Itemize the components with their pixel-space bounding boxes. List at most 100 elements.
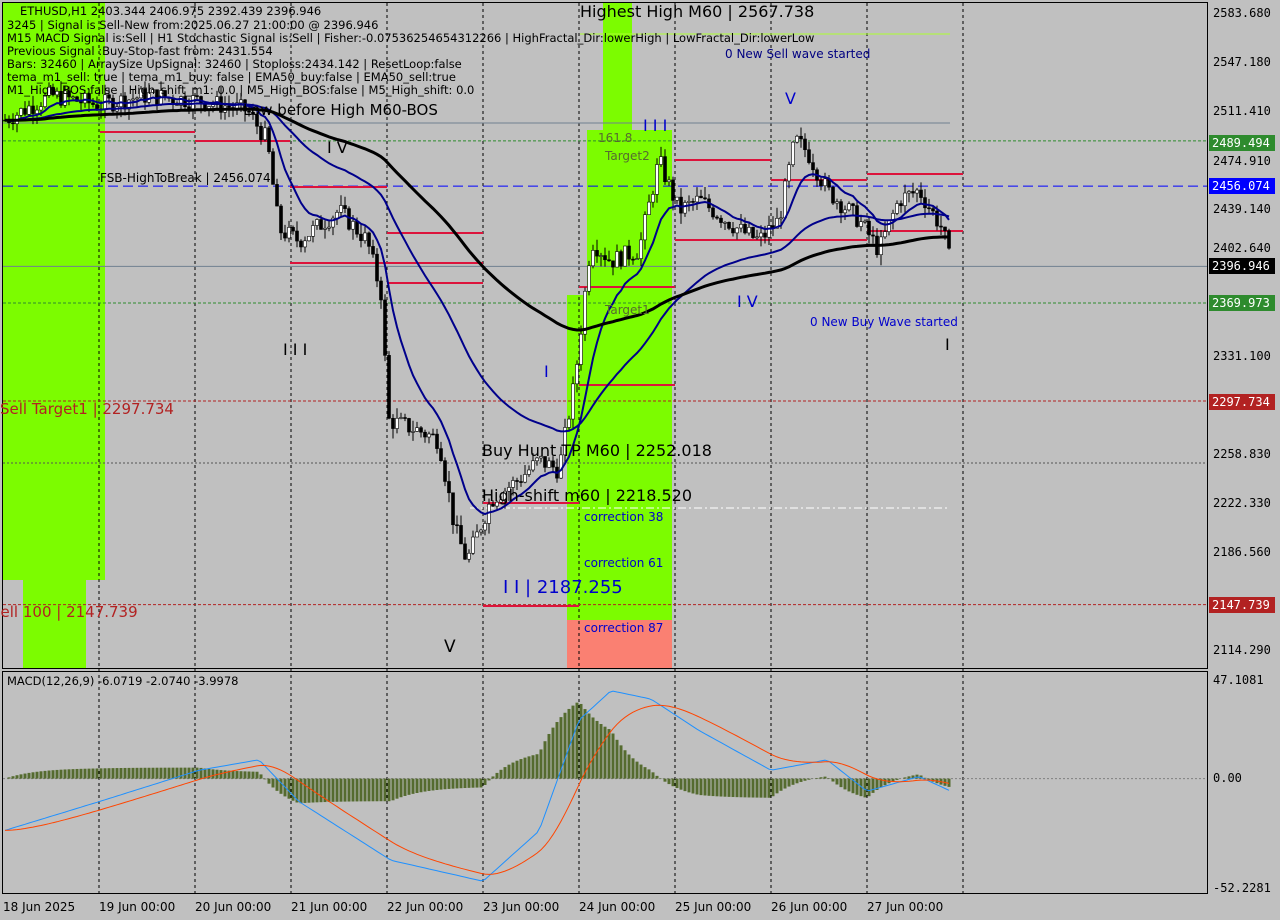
wave-label: I I I — [283, 340, 308, 359]
wave-ii-label: I I | 2187.255 — [503, 577, 623, 598]
candle-body — [927, 207, 931, 210]
candle-body — [755, 236, 759, 239]
candle-body — [411, 431, 415, 433]
macd-histogram-bar — [163, 767, 167, 779]
macd-histogram-bar — [47, 770, 51, 779]
macd-histogram-bar — [735, 778, 739, 798]
macd-histogram-bar — [23, 773, 27, 779]
macd-histogram-bar — [7, 777, 11, 779]
price-tick: 2547.180 — [1213, 55, 1271, 69]
macd-histogram-bar — [179, 767, 183, 779]
macd-histogram-bar — [95, 768, 99, 779]
target1-label: Target1 — [605, 303, 650, 317]
macd-histogram-bar — [115, 768, 119, 779]
macd-histogram-bar — [799, 778, 803, 782]
candle-body — [639, 239, 643, 259]
macd-histogram-bar — [71, 769, 75, 779]
macd-histogram-bar — [747, 778, 751, 798]
macd-histogram-bar — [391, 778, 395, 801]
candle-body — [523, 474, 527, 483]
macd-histogram-bar — [403, 778, 407, 796]
candle-body — [739, 224, 743, 229]
red-zone — [567, 620, 672, 668]
macd-tick: 47.1081 — [1213, 673, 1264, 687]
candle-body — [807, 149, 811, 163]
correction-label: correction 61 — [584, 556, 664, 570]
candle-body — [899, 203, 903, 207]
candle-body — [407, 418, 411, 433]
macd-histogram-bar — [883, 778, 887, 786]
candle-body — [723, 221, 727, 224]
candle-body — [111, 97, 115, 112]
macd-histogram-bar — [619, 745, 623, 779]
macd-histogram-bar — [91, 768, 95, 779]
macd-label: MACD(12,26,9) -6.0719 -2.0740 -3.9978 — [7, 674, 239, 688]
candle-body — [703, 197, 707, 200]
macd-histogram-bar — [175, 767, 179, 779]
info-line: M15 MACD Signal is:Sell | H1 Stochastic … — [7, 31, 815, 45]
macd-histogram-bar — [147, 767, 151, 779]
macd-histogram-bar — [463, 778, 467, 789]
candle-body — [567, 418, 571, 428]
candle-body — [291, 227, 295, 232]
price-tick: 2402.640 — [1213, 241, 1271, 255]
candle-body — [851, 203, 855, 206]
new-buy-wave-label: 0 New Buy Wave started — [810, 315, 958, 329]
candle-body — [339, 205, 343, 213]
macd-histogram-bar — [687, 778, 691, 793]
highest-high-label: Highest High M60 | 2567.738 — [580, 2, 815, 21]
wave-label: I V — [737, 292, 758, 311]
macd-histogram-bar — [591, 717, 595, 779]
candle-body — [751, 227, 755, 238]
candle-body — [275, 184, 279, 207]
macd-histogram-bar — [539, 749, 543, 779]
macd-signal-line — [4, 704, 950, 875]
candle-body — [263, 127, 267, 140]
candle-body — [491, 503, 495, 507]
candle-body — [655, 164, 659, 195]
macd-histogram-bar — [703, 778, 707, 796]
candle-body — [519, 481, 523, 483]
candle-body — [451, 492, 455, 526]
macd-histogram-bar — [631, 758, 635, 779]
candle-body — [907, 191, 911, 194]
candle-body — [939, 225, 943, 228]
candle-body — [303, 240, 307, 248]
candle-body — [603, 255, 607, 261]
candle-body — [259, 125, 263, 140]
macd-histogram-bar — [947, 778, 951, 787]
candle-body — [531, 460, 535, 471]
macd-histogram-bar — [367, 778, 371, 802]
macd-histogram-bar — [427, 778, 431, 791]
correction-label: correction 38 — [584, 510, 664, 524]
macd-histogram-bar — [587, 713, 591, 779]
macd-histogram-bar — [371, 778, 375, 802]
macd-histogram-bar — [287, 778, 291, 799]
candle-body — [227, 105, 231, 108]
macd-histogram-bar — [191, 767, 195, 779]
candle-body — [635, 258, 639, 260]
macd-histogram-bar — [663, 778, 667, 782]
macd-histogram-bar — [63, 769, 67, 779]
candle-body — [331, 217, 335, 228]
macd-histogram-bar — [479, 778, 483, 788]
macd-histogram-bar — [575, 702, 579, 779]
candle-body — [279, 205, 283, 234]
candle-body — [39, 106, 43, 111]
macd-histogram-bar — [315, 778, 319, 803]
macd-histogram-bar — [375, 778, 379, 802]
macd-histogram-bar — [323, 778, 327, 803]
macd-histogram-bar — [851, 778, 855, 794]
candle-body — [935, 210, 939, 227]
macd-histogram-bar — [351, 778, 355, 802]
macd-histogram-bar — [603, 726, 607, 779]
candle-body — [327, 226, 331, 229]
macd-histogram-bar — [583, 709, 587, 779]
date-tick: 23 Jun 00:00 — [483, 900, 560, 914]
sell-target1-label: Sell Target1 | 2297.734 — [0, 400, 174, 418]
macd-histogram-bar — [67, 769, 71, 779]
macd-histogram-bar — [647, 769, 651, 779]
high-shift-label: High-shift m60 | 2218.520 — [482, 486, 693, 505]
